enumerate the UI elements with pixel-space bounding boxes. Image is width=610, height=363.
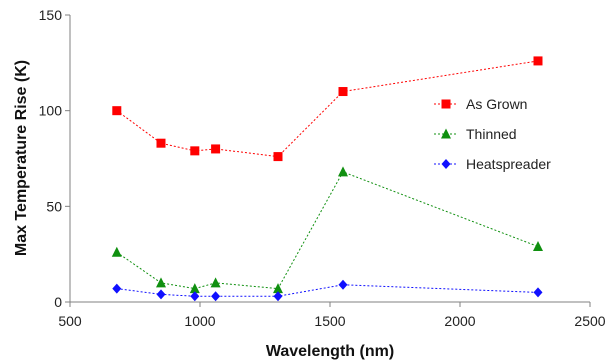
data-point <box>211 291 221 302</box>
data-point <box>190 291 200 302</box>
y-axis-label: Max Temperature Rise (K) <box>13 60 30 256</box>
data-point <box>156 277 166 288</box>
y-tick-label: 0 <box>54 294 62 310</box>
data-point <box>156 138 166 148</box>
x-tick-label: 2000 <box>444 313 475 329</box>
legend-marker <box>441 99 451 109</box>
series-thinned <box>111 166 543 294</box>
data-point <box>533 241 543 252</box>
data-point <box>338 87 348 97</box>
x-tick-label: 1000 <box>184 313 215 329</box>
data-point <box>273 283 283 294</box>
legend-item-heatspreader: Heatspreader <box>434 156 551 172</box>
y-tick-label: 150 <box>39 7 63 23</box>
data-point <box>533 287 543 298</box>
data-point <box>533 56 543 66</box>
data-point <box>111 246 122 257</box>
legend-label: Heatspreader <box>466 156 551 172</box>
y-tick-label: 50 <box>46 198 62 214</box>
series-as-grown <box>112 56 543 162</box>
series-heatspreader <box>112 279 543 302</box>
data-point <box>210 277 221 288</box>
legend-marker <box>441 128 451 139</box>
data-point <box>211 144 221 154</box>
x-tick-label: 2500 <box>574 313 605 329</box>
series-layer <box>111 56 543 302</box>
legend: As Grown Thinned Heatspreader <box>434 96 551 172</box>
y-tick-label: 100 <box>39 103 63 119</box>
data-point <box>273 152 283 162</box>
data-point <box>338 279 348 290</box>
legend-label: As Grown <box>466 96 527 112</box>
x-tick-label: 1500 <box>314 313 345 329</box>
data-point <box>190 146 200 156</box>
x-tick-label: 500 <box>58 313 82 329</box>
legend-label: Thinned <box>466 126 517 142</box>
axes: 0 50 100 150 500 1000 1500 2000 2500 <box>39 7 606 329</box>
legend-item-thinned: Thinned <box>434 126 517 142</box>
data-point <box>189 283 200 294</box>
data-point <box>273 291 283 302</box>
data-point <box>112 283 122 294</box>
data-point <box>156 289 166 300</box>
legend-item-as-grown: As Grown <box>434 96 527 112</box>
series-line <box>116 171 539 290</box>
legend-marker <box>441 159 451 169</box>
data-point <box>112 106 122 116</box>
x-axis-label: Wavelength (nm) <box>266 343 394 360</box>
data-point <box>338 166 348 177</box>
